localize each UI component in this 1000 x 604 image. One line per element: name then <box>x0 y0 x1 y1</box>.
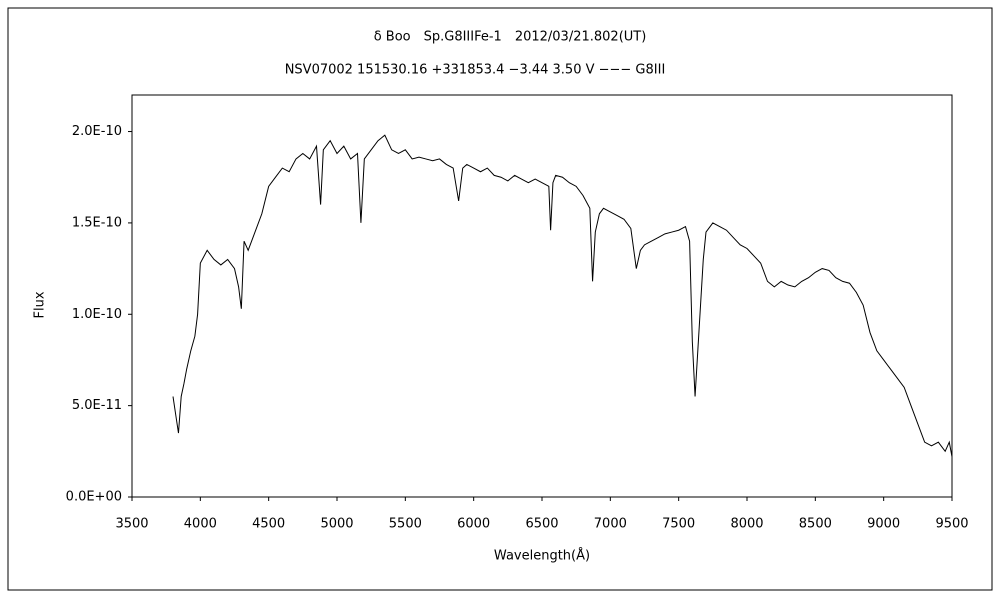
x-tick-label: 9500 <box>935 517 968 532</box>
x-tick-label: 7500 <box>662 517 695 532</box>
y-tick-label: 5.0E-11 <box>72 398 122 413</box>
x-tick-label: 9000 <box>867 517 900 532</box>
plot-area <box>131 94 953 498</box>
x-tick-label: 4000 <box>184 517 217 532</box>
x-tick-label: 5000 <box>320 517 353 532</box>
chart-title: δ Boo Sp.G8IIIFe-1 2012/03/21.802(UT) <box>374 30 647 45</box>
x-tick-label: 8000 <box>730 517 763 532</box>
spectrum-line <box>172 134 953 457</box>
x-tick-label: 8500 <box>799 517 832 532</box>
y-tick-label: 1.5E-10 <box>72 215 122 230</box>
y-tick-label: 1.0E-10 <box>72 307 122 322</box>
x-tick-label: 6000 <box>457 517 490 532</box>
x-axis-label: Wavelength(Å) <box>494 548 590 564</box>
x-tick-label: 4500 <box>252 517 285 532</box>
y-tick-label: 0.0E+00 <box>66 490 122 505</box>
y-axis-label: Flux <box>33 291 48 318</box>
y-tick-label: 2.0E-10 <box>72 124 122 139</box>
chart-subtitle: NSV07002 151530.16 +331853.4 −3.44 3.50 … <box>285 63 666 78</box>
x-tick-label: 6500 <box>525 517 558 532</box>
chart-border <box>7 7 993 591</box>
x-tick-label: 5500 <box>389 517 422 532</box>
x-tick-label: 3500 <box>115 517 148 532</box>
x-tick-label: 7000 <box>594 517 627 532</box>
